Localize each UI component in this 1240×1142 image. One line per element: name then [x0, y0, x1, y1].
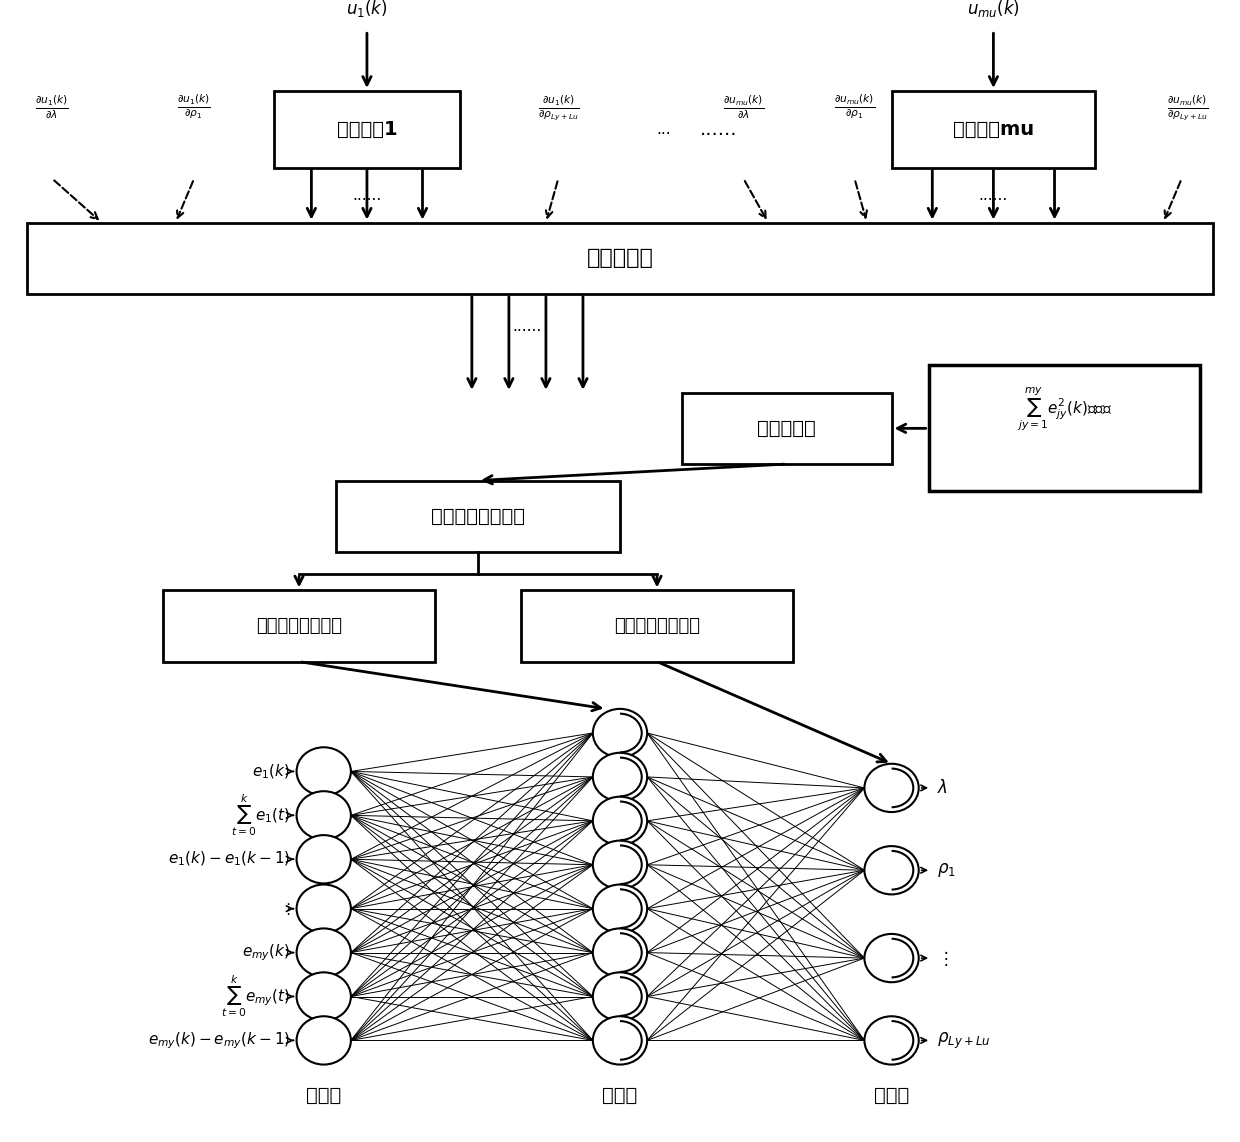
Text: 输入层: 输入层 — [306, 1086, 341, 1104]
Text: $\frac{\partial u_1(k)}{\partial \rho_{Ly+Lu}}$: $\frac{\partial u_1(k)}{\partial \rho_{L… — [538, 93, 579, 121]
FancyBboxPatch shape — [274, 90, 460, 168]
Text: $\vdots$: $\vdots$ — [280, 901, 290, 917]
Circle shape — [593, 928, 647, 976]
Circle shape — [296, 885, 351, 933]
Text: $e_{my}(k)$: $e_{my}(k)$ — [243, 942, 290, 963]
Text: ......: ...... — [978, 187, 1008, 202]
FancyBboxPatch shape — [164, 590, 435, 661]
Text: 输出层: 输出层 — [874, 1086, 909, 1104]
Text: $\sum_{t=0}^{k}e_{my}(t)$: $\sum_{t=0}^{k}e_{my}(t)$ — [221, 974, 290, 1020]
Text: $\vdots$: $\vdots$ — [937, 949, 949, 967]
FancyBboxPatch shape — [27, 223, 1213, 293]
Circle shape — [296, 1016, 351, 1064]
Text: 梯度信息mu: 梯度信息mu — [952, 120, 1034, 138]
Circle shape — [296, 972, 351, 1021]
Text: $u_1(k)$: $u_1(k)$ — [346, 0, 388, 19]
Text: $\frac{\partial u_{mu}(k)}{\partial \rho_1}$: $\frac{\partial u_{mu}(k)}{\partial \rho… — [835, 94, 875, 121]
Text: $\sum_{jy=1}^{my} e_{jy}^2(k)$最小化: $\sum_{jy=1}^{my} e_{jy}^2(k)$最小化 — [1017, 386, 1112, 433]
Text: $u_{mu}(k)$: $u_{mu}(k)$ — [967, 0, 1019, 19]
Text: $e_{my}(k)-e_{my}(k-1)$: $e_{my}(k)-e_{my}(k-1)$ — [148, 1030, 290, 1051]
Circle shape — [593, 709, 647, 757]
FancyBboxPatch shape — [521, 590, 792, 661]
Circle shape — [296, 791, 351, 839]
Text: 梯度信息集: 梯度信息集 — [587, 248, 653, 268]
Text: $e_1(k)$: $e_1(k)$ — [253, 762, 290, 781]
Circle shape — [864, 934, 919, 982]
Circle shape — [593, 1016, 647, 1064]
Circle shape — [864, 1016, 919, 1064]
Text: ......: ...... — [352, 187, 382, 202]
Text: $\frac{\partial u_1(k)}{\partial \lambda}$: $\frac{\partial u_1(k)}{\partial \lambda… — [35, 94, 69, 121]
Circle shape — [296, 835, 351, 884]
Text: ...: ... — [656, 122, 671, 137]
Text: $\frac{\partial u_{mu}(k)}{\partial \rho_{Ly+Lu}}$: $\frac{\partial u_{mu}(k)}{\partial \rho… — [1167, 93, 1209, 121]
Text: ......: ...... — [513, 320, 542, 335]
Text: $\frac{\partial u_{mu}(k)}{\partial \lambda}$: $\frac{\partial u_{mu}(k)}{\partial \lam… — [723, 94, 764, 121]
Circle shape — [593, 972, 647, 1021]
Text: 系统误差反向传播: 系统误差反向传播 — [432, 507, 525, 525]
Circle shape — [593, 841, 647, 888]
FancyBboxPatch shape — [682, 393, 892, 464]
Circle shape — [593, 797, 647, 845]
Circle shape — [864, 764, 919, 812]
Text: $\frac{\partial u_1(k)}{\partial \rho_1}$: $\frac{\partial u_1(k)}{\partial \rho_1}… — [177, 94, 211, 121]
Circle shape — [296, 747, 351, 796]
Text: $\rho_{Ly+Lu}$: $\rho_{Ly+Lu}$ — [937, 1030, 991, 1051]
Text: 更新输出层权系数: 更新输出层权系数 — [614, 617, 701, 635]
Circle shape — [593, 885, 647, 933]
Text: $\rho_1$: $\rho_1$ — [937, 861, 956, 879]
FancyBboxPatch shape — [929, 365, 1200, 491]
Text: ......: ...... — [701, 120, 738, 138]
Circle shape — [864, 846, 919, 894]
Text: 梯度下降法: 梯度下降法 — [758, 419, 816, 437]
Text: 隐含层: 隐含层 — [603, 1086, 637, 1104]
Text: $e_1(k)-e_1(k-1)$: $e_1(k)-e_1(k-1)$ — [167, 850, 290, 868]
Text: 更新隐含层权系数: 更新隐含层权系数 — [255, 617, 342, 635]
Circle shape — [593, 753, 647, 801]
FancyBboxPatch shape — [336, 481, 620, 552]
Text: $\sum_{t=0}^{k}e_1(t)$: $\sum_{t=0}^{k}e_1(t)$ — [231, 793, 290, 838]
FancyBboxPatch shape — [892, 90, 1095, 168]
Circle shape — [296, 928, 351, 976]
Text: 梯度信息1: 梯度信息1 — [336, 120, 397, 138]
Text: $\lambda$: $\lambda$ — [937, 779, 949, 797]
